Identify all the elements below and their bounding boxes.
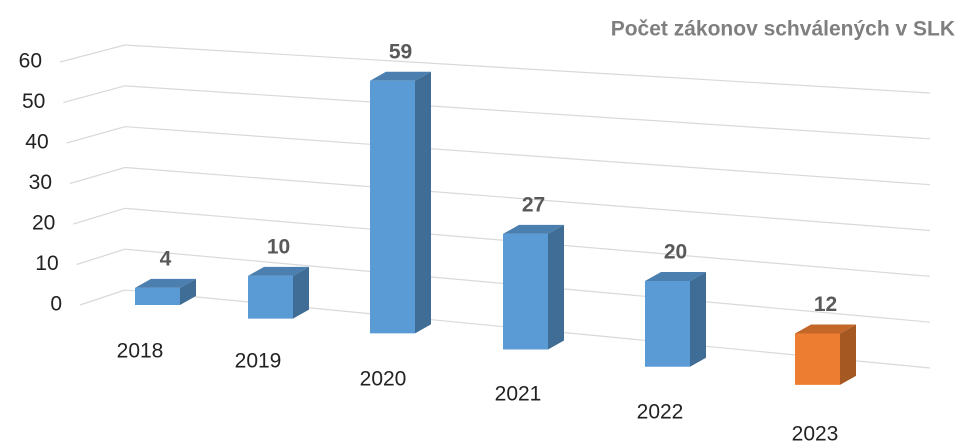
- grid-line: [76, 248, 126, 266]
- bar-top: [795, 324, 856, 334]
- bar-side: [840, 324, 856, 385]
- value-label: 20: [664, 241, 687, 264]
- bar-top: [645, 272, 706, 282]
- grid-line: [79, 289, 126, 306]
- y-tick-label: 20: [32, 212, 55, 235]
- value-label: 12: [814, 293, 837, 316]
- bar-front: [645, 281, 690, 367]
- value-label: 10: [267, 235, 290, 258]
- grid-line: [124, 44, 931, 94]
- bar-side: [415, 71, 431, 334]
- y-tick-label: 30: [29, 171, 52, 194]
- value-label: 59: [389, 40, 412, 63]
- y-tick-label: 60: [19, 50, 42, 73]
- bar: [503, 224, 564, 350]
- y-tick-label: 10: [35, 252, 58, 275]
- y-tick-label: 50: [22, 90, 45, 113]
- bar-top: [503, 224, 564, 234]
- bar-side: [293, 266, 309, 319]
- bar-side: [180, 278, 196, 305]
- grid-line: [124, 85, 931, 140]
- bar-front: [135, 287, 180, 305]
- bar: [645, 272, 706, 367]
- grid-line: [73, 207, 126, 225]
- bar: [795, 324, 856, 385]
- x-tick-label: 2018: [117, 340, 164, 363]
- x-tick-label: 2022: [637, 401, 684, 424]
- bar: [135, 278, 196, 305]
- bar: [248, 266, 309, 319]
- grid-line: [63, 85, 126, 104]
- value-label: 27: [522, 193, 545, 216]
- value-label: 4: [160, 247, 172, 270]
- x-tick-label: 2020: [360, 368, 407, 391]
- chart-title: Počet zákonov schválených v SLK: [611, 18, 955, 41]
- grid-line: [69, 166, 126, 185]
- y-tick-label: 40: [25, 131, 48, 154]
- bar-front: [370, 80, 415, 334]
- y-tick-label: 0: [50, 293, 62, 316]
- bar-front: [248, 275, 293, 319]
- grid-line: [59, 44, 126, 63]
- grid-line: [124, 126, 931, 186]
- bar-side: [548, 224, 564, 350]
- bar-front: [503, 233, 548, 350]
- bar-top: [135, 278, 196, 288]
- bar-side: [690, 272, 706, 367]
- x-tick-label: 2021: [495, 383, 542, 406]
- bar-top: [248, 266, 309, 276]
- grid-line: [124, 166, 931, 232]
- bar: [370, 71, 431, 334]
- x-tick-label: 2019: [235, 350, 282, 373]
- bar-front: [795, 333, 840, 385]
- x-tick-label: 2023: [792, 423, 839, 443]
- grid-line: [66, 126, 126, 144]
- bar-top: [370, 71, 431, 81]
